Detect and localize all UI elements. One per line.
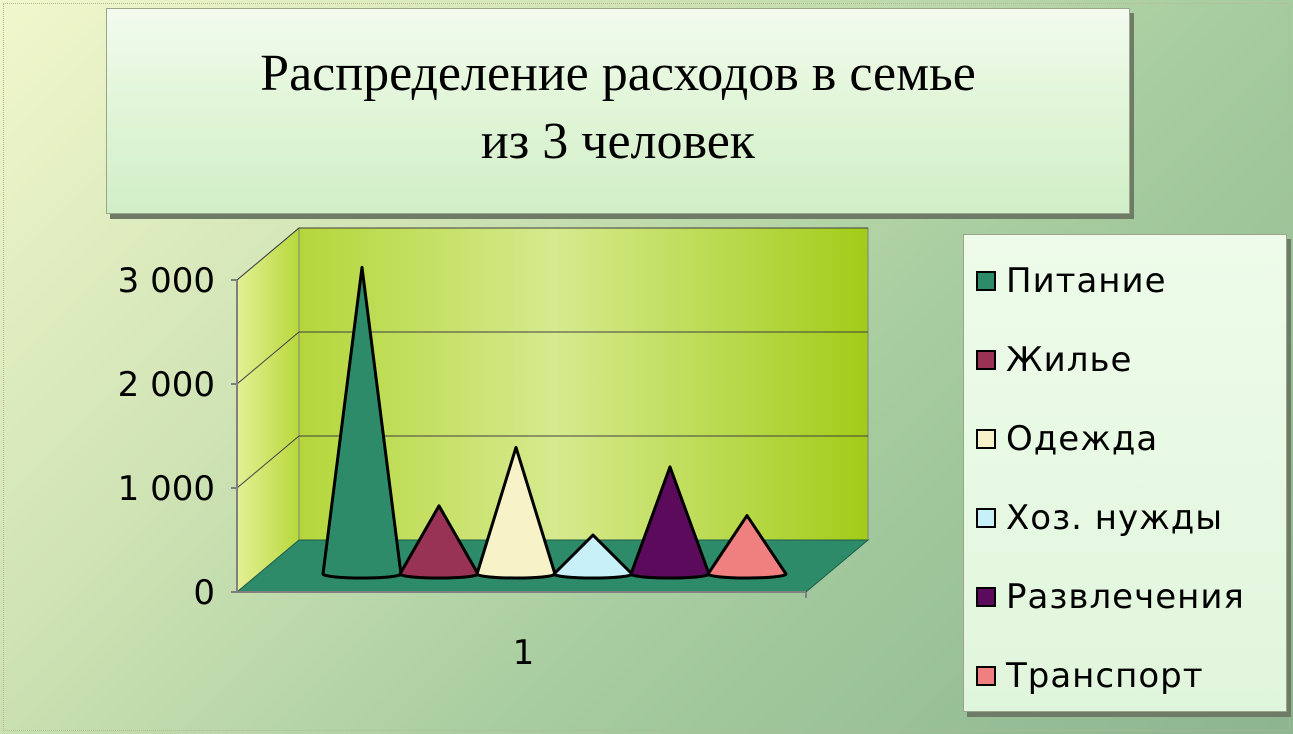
legend-label: Одежда [1006,419,1159,459]
legend-label: Питание [1006,261,1167,301]
gridline-side [236,435,300,489]
legend-item: Одежда [976,417,1158,461]
y-tick-label: 2 000 [118,365,215,405]
legend-label: Жилье [1006,340,1133,380]
cone-6 [706,514,788,580]
legend-item: Развлечения [976,575,1245,619]
legend: Питание Жилье Одежда Хоз. нужды Развлечения Т… [963,234,1287,712]
legend-item: Жилье [976,338,1132,382]
chart-title: Распределение расходов в семье из 3 чело… [260,45,976,170]
legend-label: Хоз. нужды [1006,498,1224,538]
side-wall [236,226,300,594]
cones-layer [321,265,788,580]
legend-swatch [976,350,996,370]
legend-swatch [976,271,996,291]
y-tick-label: 3 000 [118,261,215,301]
labels-layer: 0 1 000 2 000 3 000 1 [118,261,535,673]
legend-item: Питание [976,259,1167,303]
y-tick-label: 1 000 [118,469,215,509]
legend-label: Транспорт [1006,656,1204,696]
legend-label: Развлечения [1006,577,1245,617]
gridline-side [236,227,300,281]
y-tick-label: 0 [193,573,215,613]
legend-item: Транспорт [976,654,1204,698]
gridline-side [236,331,300,385]
title-box: Распределение расходов в семье из 3 чело… [106,8,1130,214]
legend-swatch [976,429,996,449]
legend-swatch [976,666,996,686]
legend-swatch [976,587,996,607]
legend-item: Хоз. нужды [976,496,1223,540]
legend-swatch [976,508,996,528]
x-tick-label: 1 [513,633,535,673]
